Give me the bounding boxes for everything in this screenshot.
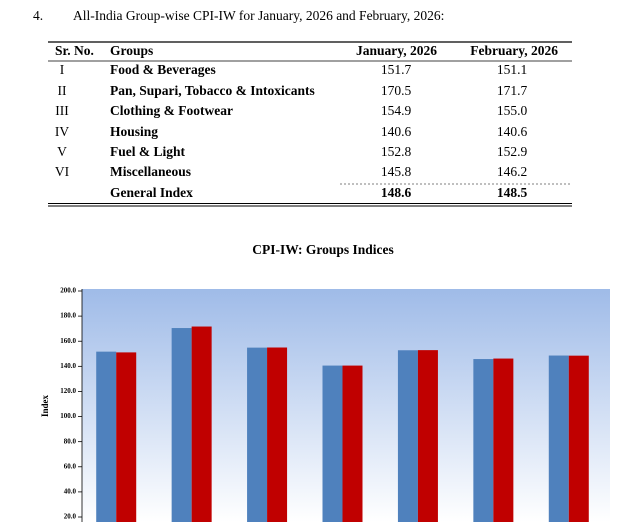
item-number: 4. xyxy=(33,8,43,23)
sr-no: IV xyxy=(55,124,69,139)
y-tick-label: 160.0 xyxy=(60,337,76,345)
bar xyxy=(322,365,343,522)
column-header: Groups xyxy=(110,43,153,58)
general-index: 148.6 xyxy=(381,185,412,200)
y-tick-label: 20.0 xyxy=(64,513,77,521)
y-tick-label: 180.0 xyxy=(60,312,76,320)
bar xyxy=(548,355,569,522)
index-value: 171.7 xyxy=(497,83,528,98)
index-value: 154.9 xyxy=(381,103,412,118)
y-tick-label: 100.0 xyxy=(60,412,76,420)
sr-no: III xyxy=(55,103,69,118)
index-value: 146.2 xyxy=(497,164,527,179)
index-value: 140.6 xyxy=(497,124,528,139)
chart-title: CPI-IW: Groups Indices xyxy=(252,242,394,257)
group-name: Housing xyxy=(110,124,158,139)
y-tick-label: 80.0 xyxy=(64,437,77,445)
y-tick-label: 140.0 xyxy=(60,362,76,370)
bar xyxy=(96,351,117,522)
sr-no: V xyxy=(57,144,67,159)
group-name: Fuel & Light xyxy=(110,144,186,159)
y-tick-label: 60.0 xyxy=(64,462,77,470)
y-tick-label: 200.0 xyxy=(60,287,76,295)
sr-no: II xyxy=(58,83,67,98)
y-tick-label: 40.0 xyxy=(64,487,77,495)
general-index: 148.5 xyxy=(497,185,528,200)
group-name: Clothing & Footwear xyxy=(110,103,233,118)
group-name: Food & Beverages xyxy=(110,62,216,77)
bar xyxy=(568,355,589,522)
bar xyxy=(342,365,363,522)
group-name: Miscellaneous xyxy=(110,164,191,179)
bar xyxy=(473,359,494,522)
general-index: General Index xyxy=(110,185,193,200)
bar xyxy=(171,328,192,522)
index-value: 140.6 xyxy=(381,124,412,139)
index-value: 155.0 xyxy=(497,103,528,118)
heading: All-India Group-wise CPI-IW for January,… xyxy=(73,8,444,23)
index-value: 152.9 xyxy=(497,144,528,159)
y-axis-label: Index xyxy=(40,395,50,418)
index-value: 170.5 xyxy=(381,83,412,98)
column-header: February, 2026 xyxy=(470,43,558,58)
bar xyxy=(191,326,212,522)
y-tick-label: 120.0 xyxy=(60,387,76,395)
bar xyxy=(417,350,438,522)
index-value: 151.7 xyxy=(381,62,412,77)
sr-no: VI xyxy=(55,164,70,179)
bar xyxy=(247,347,268,522)
bar xyxy=(397,350,418,522)
column-header: January, 2026 xyxy=(356,43,437,58)
column-header: Sr. No. xyxy=(55,43,94,58)
table: Sr. No. Groups January, 2026 February, 2026… xyxy=(48,41,572,207)
index-value: 145.8 xyxy=(381,164,412,179)
index-value: 151.1 xyxy=(497,62,527,77)
group-name: Pan, Supari, Tobacco & Intoxicants xyxy=(110,83,315,98)
sr-no: I xyxy=(60,62,65,77)
index-value: 152.8 xyxy=(381,144,412,159)
bar xyxy=(493,358,514,522)
bar xyxy=(267,347,288,522)
bar xyxy=(116,352,137,522)
